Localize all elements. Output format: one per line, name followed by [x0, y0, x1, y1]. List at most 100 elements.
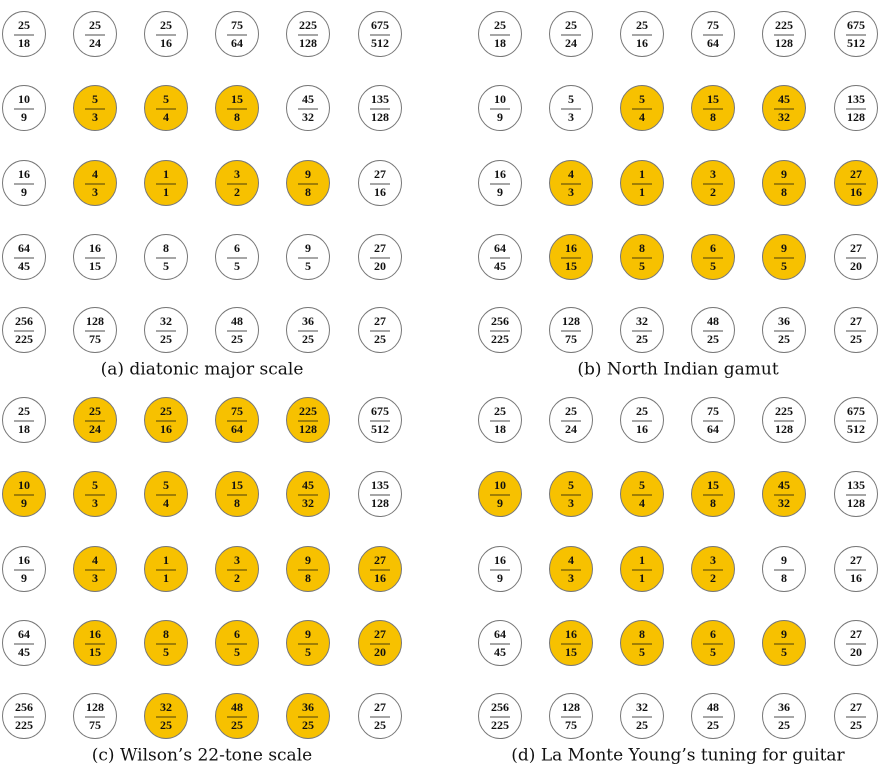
denominator: 24	[89, 36, 101, 50]
denominator: 9	[21, 110, 27, 124]
denominator: 512	[847, 36, 865, 50]
ratio-circle	[691, 693, 735, 739]
numerator: 5	[92, 92, 98, 106]
ratio-circle	[762, 11, 806, 57]
numerator: 5	[163, 92, 169, 106]
numerator: 27	[850, 314, 862, 328]
denominator: 128	[371, 110, 389, 124]
denominator: 45	[18, 645, 30, 659]
numerator: 3	[234, 167, 240, 181]
ratio-circle	[620, 471, 664, 517]
numerator: 15	[231, 478, 243, 492]
denominator: 18	[494, 422, 506, 436]
ratio-circle	[2, 471, 46, 517]
numerator: 36	[302, 700, 314, 714]
ratio-circle	[2, 234, 46, 280]
ratio-circle	[620, 693, 664, 739]
numerator: 225	[775, 18, 793, 32]
denominator: 25	[850, 718, 862, 732]
denominator: 512	[371, 422, 389, 436]
denominator: 25	[231, 718, 243, 732]
denominator: 8	[781, 571, 787, 585]
numerator: 1	[163, 553, 169, 567]
ratio-circle	[144, 620, 188, 666]
numerator: 25	[494, 404, 506, 418]
numerator: 48	[707, 314, 719, 328]
ratio-circle	[549, 397, 593, 443]
ratio-circle	[834, 307, 878, 353]
numerator: 675	[847, 18, 865, 32]
ratio-circle	[358, 160, 402, 206]
ratio-circle	[2, 160, 46, 206]
denominator: 128	[775, 36, 793, 50]
numerator: 25	[494, 18, 506, 32]
caption: (d) La Monte Young’s tuning for guitar	[511, 746, 845, 766]
ratio-circle	[286, 397, 330, 443]
denominator: 25	[707, 718, 719, 732]
ratio-circle	[691, 234, 735, 280]
numerator: 1	[163, 167, 169, 181]
ratio-circle	[286, 620, 330, 666]
ratio-circle	[478, 620, 522, 666]
denominator: 32	[778, 110, 790, 124]
denominator: 2	[234, 185, 240, 199]
numerator: 27	[850, 553, 862, 567]
denominator: 128	[371, 496, 389, 510]
denominator: 25	[636, 332, 648, 346]
ratio-circle	[834, 85, 878, 131]
denominator: 128	[775, 422, 793, 436]
numerator: 27	[850, 700, 862, 714]
numerator: 16	[565, 627, 577, 641]
ratio-circle	[2, 546, 46, 592]
ratio-circle	[358, 307, 402, 353]
numerator: 128	[86, 314, 104, 328]
numerator: 1	[639, 167, 645, 181]
denominator: 25	[850, 332, 862, 346]
panel: 2518252425167564225128675512109535415845…	[478, 397, 878, 766]
numerator: 48	[231, 314, 243, 328]
denominator: 8	[781, 185, 787, 199]
denominator: 75	[89, 332, 101, 346]
numerator: 45	[302, 478, 314, 492]
denominator: 75	[565, 332, 577, 346]
ratio-circle	[286, 11, 330, 57]
ratio-circle	[834, 234, 878, 280]
ratio-circle	[358, 397, 402, 443]
ratio-circle	[691, 307, 735, 353]
denominator: 4	[639, 496, 645, 510]
ratio-circle	[2, 11, 46, 57]
numerator: 45	[778, 478, 790, 492]
denominator: 8	[710, 496, 716, 510]
denominator: 15	[89, 259, 101, 273]
ratio-circle	[620, 85, 664, 131]
ratio-circle	[620, 397, 664, 443]
caption: (b) North Indian gamut	[577, 360, 779, 380]
ratio-circle	[144, 160, 188, 206]
denominator: 15	[565, 645, 577, 659]
ratio-circle	[73, 397, 117, 443]
ratio-circle	[358, 620, 402, 666]
ratio-circle	[215, 307, 259, 353]
numerator: 75	[231, 404, 243, 418]
ratio-circle	[358, 85, 402, 131]
denominator: 25	[160, 332, 172, 346]
denominator: 9	[497, 185, 503, 199]
caption: (c) Wilson’s 22-tone scale	[92, 746, 312, 766]
ratio-circle	[549, 307, 593, 353]
numerator: 25	[565, 404, 577, 418]
ratio-circle	[762, 307, 806, 353]
numerator: 5	[568, 92, 574, 106]
numerator: 16	[565, 241, 577, 255]
denominator: 512	[371, 36, 389, 50]
numerator: 27	[850, 241, 862, 255]
ratio-circle	[73, 85, 117, 131]
ratio-circle	[549, 160, 593, 206]
numerator: 9	[781, 241, 787, 255]
numerator: 3	[234, 553, 240, 567]
ratio-circle	[286, 234, 330, 280]
numerator: 15	[707, 478, 719, 492]
numerator: 48	[707, 700, 719, 714]
denominator: 25	[302, 718, 314, 732]
denominator: 9	[21, 185, 27, 199]
